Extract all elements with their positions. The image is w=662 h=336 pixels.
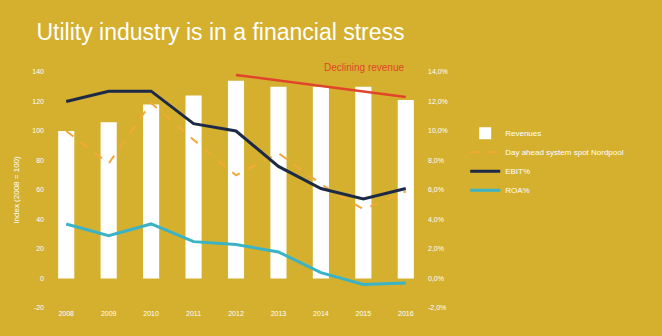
svg-text:40: 40 <box>36 216 44 223</box>
svg-text:6,0%: 6,0% <box>428 186 444 193</box>
svg-text:2011: 2011 <box>186 310 201 317</box>
svg-text:Index (2008 = 100): Index (2008 = 100) <box>12 156 21 224</box>
svg-text:2015: 2015 <box>356 310 372 317</box>
svg-text:2009: 2009 <box>101 310 117 317</box>
svg-text:0,0%: 0,0% <box>428 275 444 282</box>
svg-text:14,0%: 14,0% <box>428 68 448 75</box>
svg-text:2012: 2012 <box>228 310 244 317</box>
svg-text:2010: 2010 <box>143 310 159 317</box>
svg-text:2014: 2014 <box>313 310 329 317</box>
svg-text:Day ahead system spot Nordpool: Day ahead system spot Nordpool <box>505 148 624 157</box>
svg-text:Utility industry is in a finan: Utility industry is in a financial stres… <box>36 19 404 45</box>
svg-text:140: 140 <box>32 68 44 75</box>
svg-text:Revenues: Revenues <box>505 129 541 138</box>
svg-text:100: 100 <box>32 127 44 134</box>
svg-text:4,0%: 4,0% <box>428 216 444 223</box>
svg-text:8,0%: 8,0% <box>428 157 444 164</box>
svg-text:0: 0 <box>40 275 44 282</box>
svg-text:-20: -20 <box>34 304 44 311</box>
svg-text:2,0%: 2,0% <box>428 245 444 252</box>
svg-text:12,0%: 12,0% <box>428 98 448 105</box>
svg-text:ROA%: ROA% <box>505 186 529 195</box>
svg-text:80: 80 <box>36 157 44 164</box>
svg-text:20: 20 <box>36 245 44 252</box>
svg-text:EBIT%: EBIT% <box>505 167 530 176</box>
svg-text:120: 120 <box>32 98 44 105</box>
svg-text:2016: 2016 <box>398 310 414 317</box>
svg-text:10,0%: 10,0% <box>428 127 448 134</box>
svg-text:-2,0%: -2,0% <box>428 304 446 311</box>
svg-text:2013: 2013 <box>271 310 287 317</box>
svg-text:60: 60 <box>36 186 44 193</box>
svg-text:2008: 2008 <box>58 310 74 317</box>
svg-text:Declining revenue: Declining revenue <box>324 62 404 73</box>
